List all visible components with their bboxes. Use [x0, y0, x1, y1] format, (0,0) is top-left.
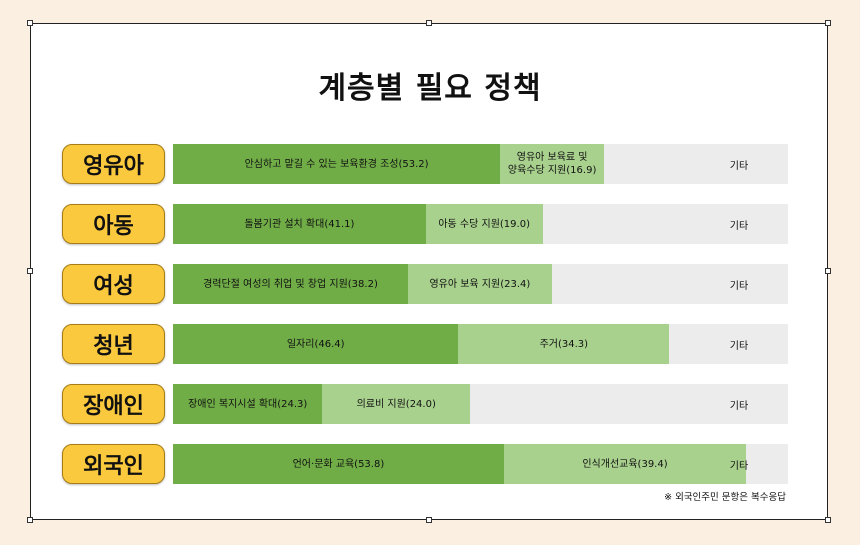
resize-handle-top-center[interactable]: [426, 20, 432, 26]
category-label: 영유아: [62, 144, 165, 184]
category-label: 외국인: [62, 444, 165, 484]
category-label: 여성: [62, 264, 165, 304]
other-label: 기타: [729, 160, 749, 172]
footnote: ※ 외국인주민 문항은 복수응답: [664, 492, 786, 503]
other-label: 기타: [729, 220, 749, 232]
other-label: 기타: [729, 280, 749, 292]
bar-segment: 언어·문화 교육(53.8): [173, 444, 504, 484]
resize-handle-bottom-center[interactable]: [426, 517, 432, 523]
resize-handle-middle-left[interactable]: [27, 268, 33, 274]
other-label: 기타: [729, 400, 749, 412]
resize-handle-top-right[interactable]: [825, 20, 831, 26]
bar-segment: 일자리(46.4): [173, 324, 459, 364]
category-label: 아동: [62, 204, 165, 244]
resize-handle-middle-right[interactable]: [825, 268, 831, 274]
bar-segment: 돌봄기관 설치 확대(41.1): [173, 204, 426, 244]
bar-track: 장애인 복지시설 확대(24.3) 의료비 지원(24.0): [173, 384, 788, 424]
bar-track: 안심하고 맡길 수 있는 보육환경 조성(53.2) 영유아 보육료 및 양육수당…: [173, 144, 788, 184]
bar-track: 언어·문화 교육(53.8) 인식개선교육(39.4): [173, 444, 788, 484]
bar-segment: 의료비 지원(24.0): [322, 384, 471, 424]
resize-handle-bottom-right[interactable]: [825, 517, 831, 523]
resize-handle-top-left[interactable]: [27, 20, 33, 26]
category-label: 장애인: [62, 384, 165, 424]
bar-segment: 영유아 보육료 및 양육수당 지원(16.9): [500, 144, 605, 184]
resize-handle-bottom-left[interactable]: [27, 517, 33, 523]
bar-segment: 영유아 보육 지원(23.4): [407, 264, 552, 304]
bar-segment: 안심하고 맡길 수 있는 보육환경 조성(53.2): [173, 144, 501, 184]
chart-title: 계층별 필요 정책: [318, 71, 542, 106]
bar-track: 돌봄기관 설치 확대(41.1) 아동 수당 지원(19.0): [173, 204, 788, 244]
bar-track: 일자리(46.4) 주거(34.3): [173, 324, 788, 364]
other-label: 기타: [729, 460, 749, 472]
bar-track: 경력단절 여성의 취업 및 창업 지원(38.2) 영유아 보육 지원(23.4): [173, 264, 788, 304]
bar-segment: 주거(34.3): [458, 324, 670, 364]
other-label: 기타: [729, 340, 749, 352]
bar-segment: 경력단절 여성의 취업 및 창업 지원(38.2): [173, 264, 408, 304]
bar-segment: 아동 수당 지원(19.0): [425, 204, 543, 244]
bar-segment: 장애인 복지시설 확대(24.3): [173, 384, 323, 424]
category-label: 청년: [62, 324, 165, 364]
bar-segment: 인식개선교육(39.4): [503, 444, 747, 484]
